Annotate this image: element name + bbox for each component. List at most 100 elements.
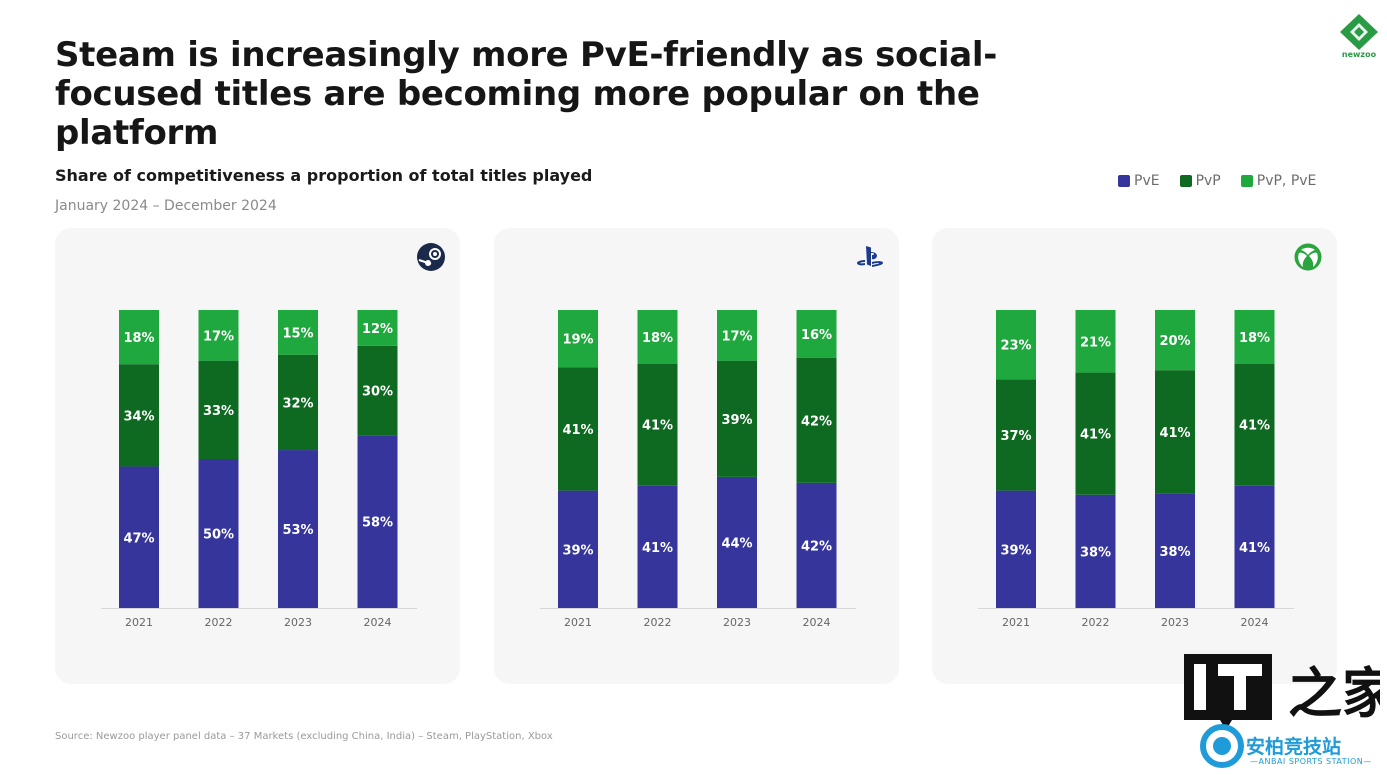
playstation-bar-2022-pvp-pve	[637, 310, 678, 364]
xbox-tick-2021: 2021	[1002, 616, 1030, 629]
playstation-tick-2024: 2024	[803, 616, 831, 629]
xbox-label-2023-pvp-pve: 20%	[1159, 334, 1190, 349]
playstation-label-2024-pvp: 42%	[801, 414, 832, 429]
playstation-bar-2021-pvp	[558, 367, 598, 491]
steam-label-2021-pvp: 34%	[123, 409, 154, 424]
playstation-chart: 39% 41% 19% 2021 41% 41% 18% 2022 44% 39% 17% 2023 4…	[540, 310, 856, 629]
steam-label-2023-pvp: 32%	[282, 396, 313, 411]
xbox-bar-2023-pvp-pve	[1155, 310, 1195, 371]
xbox-tick-2024: 2024	[1241, 616, 1269, 629]
playstation-label-2021-pvp: 41%	[562, 423, 593, 438]
steam-label-2024-pve: 58%	[362, 516, 393, 531]
xbox-bar-2023-pvp	[1155, 370, 1195, 494]
steam-bar-2021-pvp	[119, 364, 159, 467]
steam-tick-2023: 2023	[284, 616, 312, 629]
newzoo-logo-text: newzoo	[1341, 50, 1377, 59]
playstation-label-2023-pvp: 39%	[721, 413, 752, 428]
xbox-label-2022-pvp: 41%	[1080, 428, 1111, 443]
steam-bar-2022-pvp	[198, 360, 239, 459]
chart-panel-xbox: 39% 37% 23% 2021 38% 41% 21% 2022 38% 41% 20% 2023 4…	[932, 228, 1337, 684]
page-title: Steam is increasingly more PvE-friendly …	[55, 35, 998, 153]
chart-panel-steam: 47% 34% 18% 2021 50% 33% 17% 2022 53% 32% 15% 2023 5…	[55, 228, 460, 684]
steam-bar-2021-pvp-pve	[119, 310, 159, 365]
xbox-label-2021-pve: 39%	[1000, 543, 1031, 558]
playstation-bar-2021-pve	[558, 490, 598, 608]
steam-label-2023-pve: 53%	[282, 523, 313, 538]
playstation-label-2021-pvp-pve: 19%	[562, 333, 593, 348]
steam-bar-2023-pvp	[278, 354, 318, 451]
steam-tick-2021: 2021	[125, 616, 153, 629]
xbox-bar-2024-pvp-pve	[1234, 310, 1275, 364]
playstation-tick-2023: 2023	[723, 616, 751, 629]
steam-label-2021-pvp-pve: 18%	[123, 331, 154, 346]
steam-label-2024-pvp: 30%	[362, 384, 393, 399]
xbox-bar-2022-pvp-pve	[1075, 310, 1116, 373]
steam-label-2022-pve: 50%	[203, 528, 234, 543]
xbox-bar-2023-pve	[1155, 493, 1195, 608]
playstation-bar-2024-pvp	[796, 357, 837, 483]
playstation-bar-2022-pvp	[637, 363, 678, 486]
legend-label-pvp: PvP	[1195, 173, 1221, 189]
xbox-label-2021-pvp-pve: 23%	[1000, 339, 1031, 354]
xbox-label-2024-pve: 41%	[1239, 541, 1270, 556]
playstation-label-2022-pve: 41%	[642, 541, 673, 556]
xbox-tick-2023: 2023	[1161, 616, 1189, 629]
xbox-chart: 39% 37% 23% 2021 38% 41% 21% 2022 38% 41% 20% 2023 4…	[978, 310, 1294, 629]
steam-tick-2022: 2022	[205, 616, 233, 629]
chart-panel-playstation: 39% 41% 19% 2021 41% 41% 18% 2022 44% 39% 17% 2023 4…	[494, 228, 899, 684]
playstation-bar-2021-pvp-pve	[558, 310, 598, 368]
legend-swatch-pvp-pve	[1240, 175, 1253, 187]
legend-swatch-pve	[1118, 175, 1130, 187]
steam-bar-2022-pve	[198, 459, 239, 608]
source-note: Source: Newzoo player panel data – 37 Ma…	[55, 731, 553, 742]
xbox-tick-2022: 2022	[1082, 616, 1110, 629]
xbox-label-2021-pvp: 37%	[1000, 429, 1031, 444]
steam-icon	[417, 243, 445, 271]
watermark-cn-text: 安柏竞技站	[1246, 736, 1342, 758]
steam-label-2022-pvp-pve: 17%	[203, 329, 234, 344]
steam-bar-2023-pvp-pve	[278, 310, 318, 355]
xbox-bar-2021-pvp	[996, 379, 1036, 491]
newzoo-logo-icon	[1340, 14, 1378, 50]
playstation-bar-2023-pvp-pve	[717, 310, 757, 361]
steam-bar-2024-pve	[357, 435, 398, 608]
xbox-label-2022-pve: 38%	[1080, 545, 1111, 560]
steam-tick-2024: 2024	[364, 616, 392, 629]
steam-bar-2022-pvp-pve	[198, 310, 239, 361]
legend-swatch-pvp	[1179, 175, 1192, 187]
steam-chart: 47% 34% 18% 2021 50% 33% 17% 2022 53% 32% 15% 2023 5…	[101, 310, 417, 629]
playstation-label-2024-pve: 42%	[801, 539, 832, 554]
chart-subtitle: Share of competitiveness a proportion of…	[55, 166, 593, 185]
playstation-bar-2024-pve	[796, 482, 837, 608]
xbox-label-2024-pvp-pve: 18%	[1239, 331, 1270, 346]
playstation-icon	[857, 246, 883, 267]
steam-bar-2024-pvp-pve	[357, 310, 398, 346]
legend-label-pvp-pve: PvP, PvE	[1256, 173, 1317, 189]
xbox-icon	[1294, 243, 1322, 271]
legend-label-pve: PvE	[1134, 173, 1160, 189]
xbox-label-2022-pvp-pve: 21%	[1080, 335, 1111, 350]
xbox-bar-2022-pvp	[1075, 372, 1116, 495]
xbox-bar-2021-pve	[996, 490, 1036, 608]
xbox-bar-2024-pve	[1234, 485, 1275, 608]
steam-label-2021-pve: 47%	[123, 531, 154, 546]
playstation-label-2021-pve: 39%	[562, 543, 593, 558]
playstation-tick-2021: 2021	[564, 616, 592, 629]
steam-label-2024-pvp-pve: 12%	[362, 322, 393, 337]
svg-text:之家: 之家	[1288, 662, 1380, 725]
playstation-bar-2022-pve	[637, 485, 678, 608]
date-range: January 2024 – December 2024	[55, 198, 277, 214]
legend-item-pvp: PvP	[1179, 173, 1221, 189]
steam-label-2022-pvp: 33%	[203, 404, 234, 419]
chart-legend: PvE PvP PvP, PvE	[1118, 173, 1316, 189]
playstation-label-2023-pve: 44%	[721, 536, 752, 551]
playstation-label-2023-pvp-pve: 17%	[721, 329, 752, 344]
playstation-bar-2024-pvp-pve	[796, 310, 837, 358]
steam-bar-2021-pve	[119, 466, 159, 608]
playstation-label-2022-pvp-pve: 18%	[642, 331, 673, 346]
xbox-label-2024-pvp: 41%	[1239, 419, 1270, 434]
playstation-tick-2022: 2022	[644, 616, 672, 629]
xbox-label-2023-pve: 38%	[1159, 545, 1190, 560]
xbox-bar-2022-pve	[1075, 494, 1116, 608]
playstation-label-2022-pvp: 41%	[642, 419, 673, 434]
